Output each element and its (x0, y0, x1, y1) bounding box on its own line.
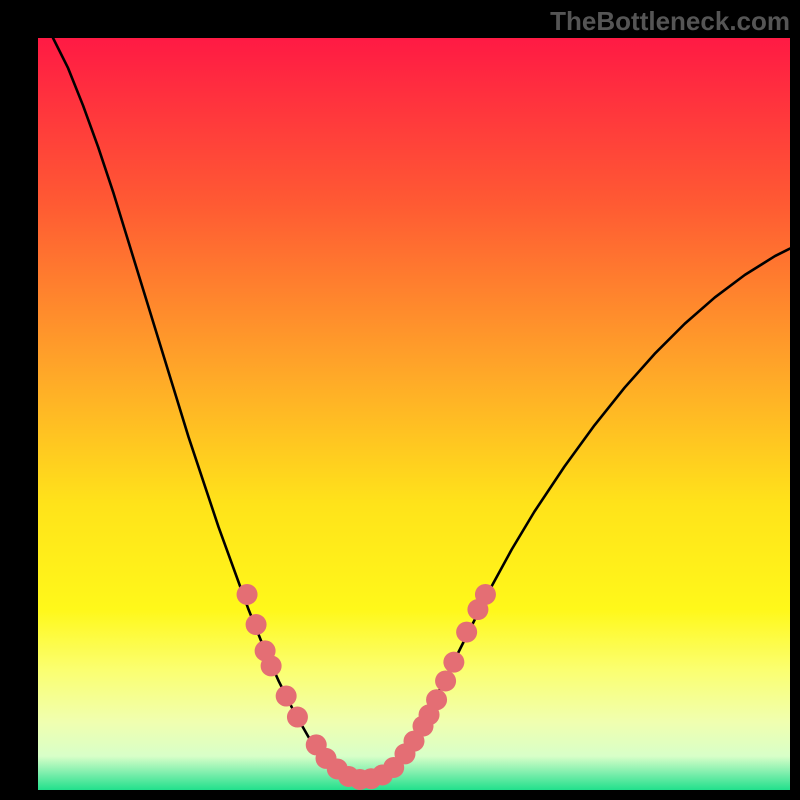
data-marker (456, 622, 477, 643)
data-marker (261, 655, 282, 676)
data-marker (246, 614, 267, 635)
data-marker (443, 652, 464, 673)
chart-frame: TheBottleneck.com (0, 0, 800, 800)
plot-svg (38, 38, 790, 790)
data-marker (426, 689, 447, 710)
data-marker (276, 686, 297, 707)
data-marker (475, 584, 496, 605)
data-marker (287, 707, 308, 728)
data-marker (237, 584, 258, 605)
data-marker (435, 670, 456, 691)
watermark-text: TheBottleneck.com (550, 6, 790, 37)
gradient-background (38, 38, 790, 790)
plot-area (38, 38, 790, 790)
